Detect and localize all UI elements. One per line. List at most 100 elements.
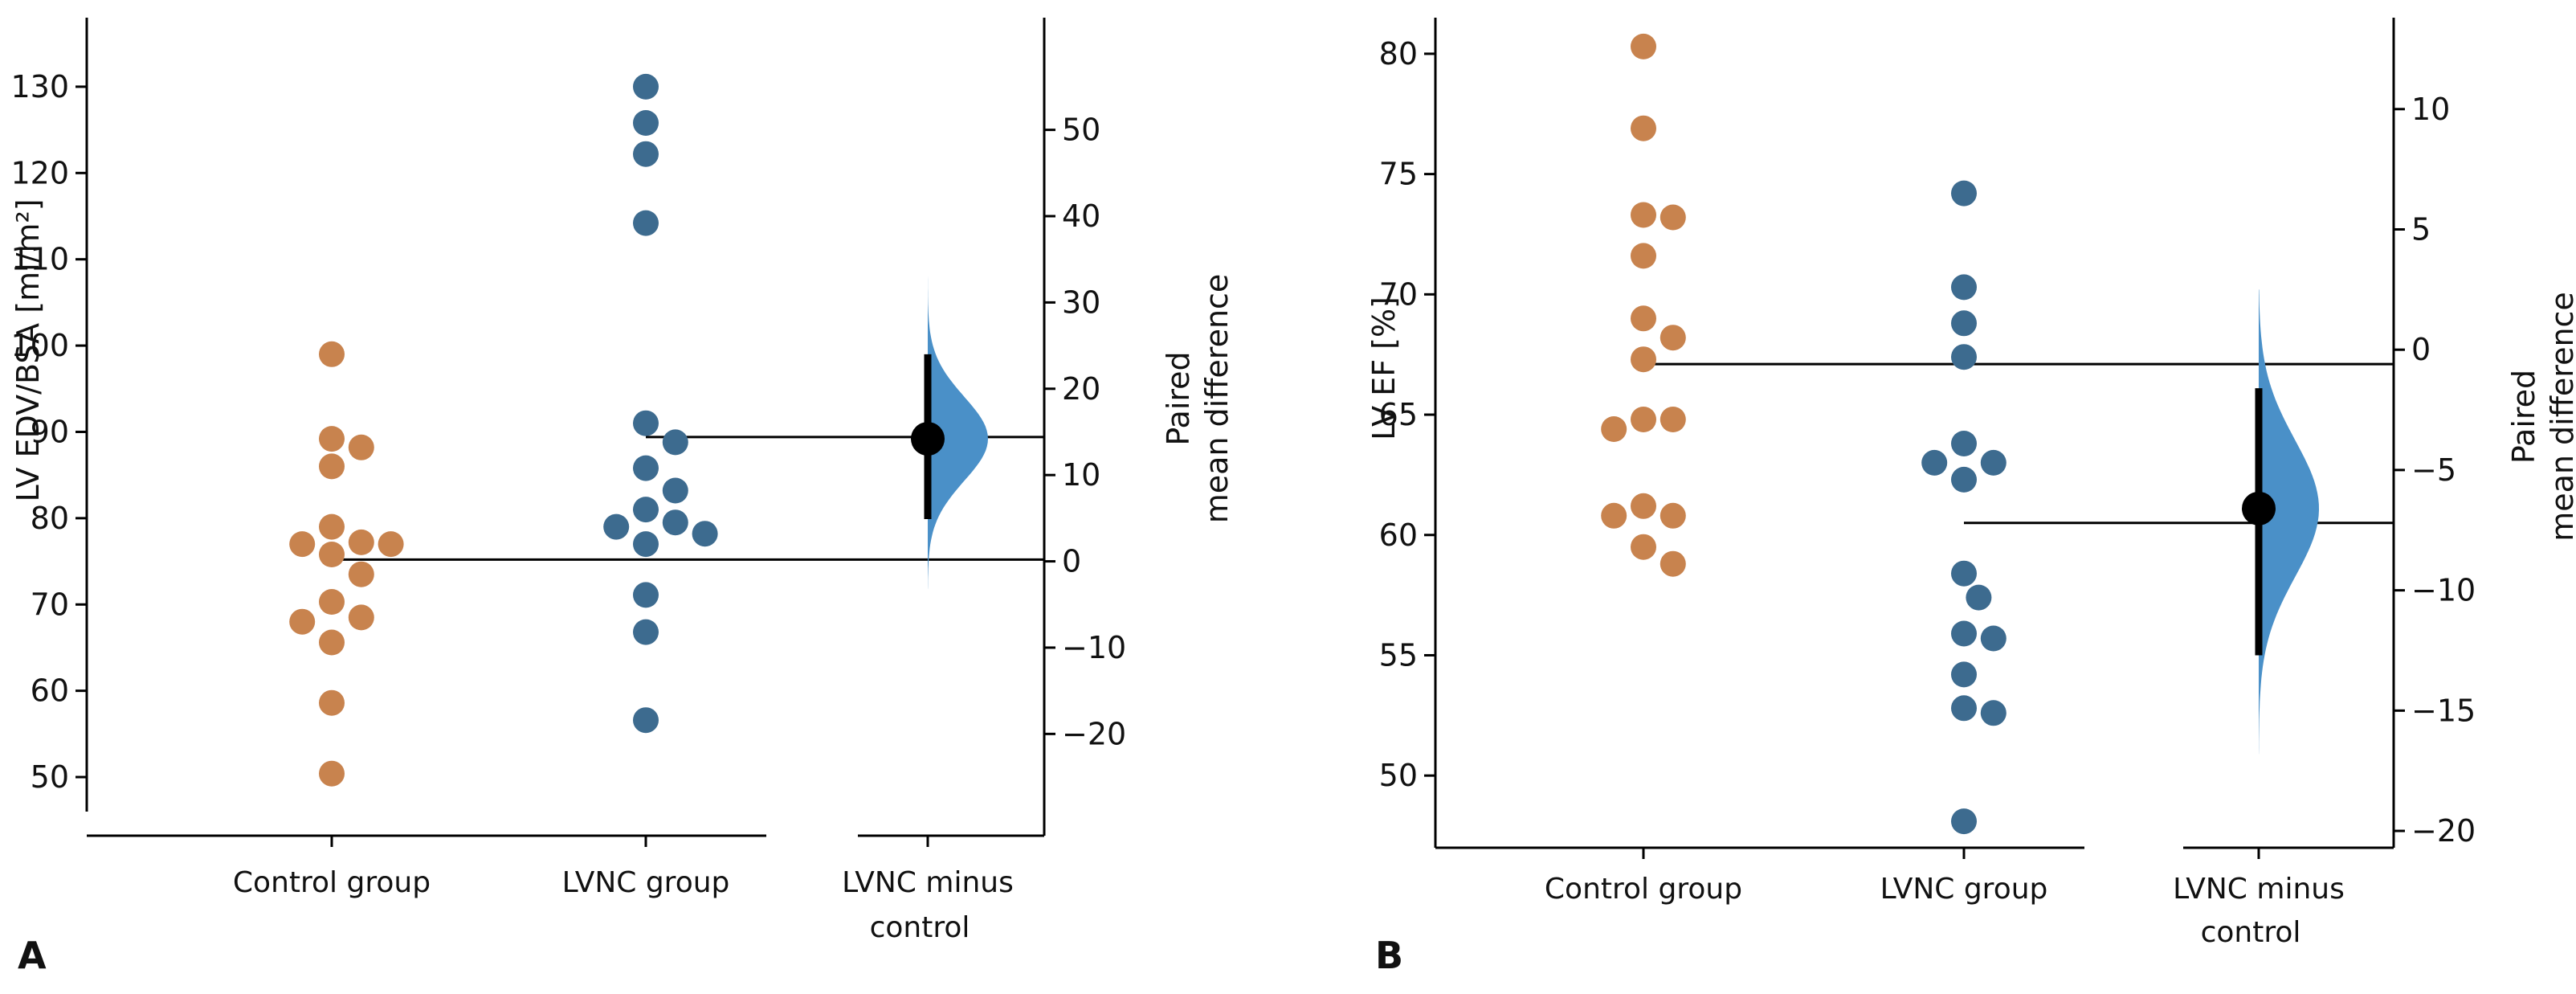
- panel-a-right-tick-label: 40: [1062, 198, 1100, 234]
- panel-a-lvnc-point: [662, 429, 688, 456]
- panel-a-contrast-label-line2: control: [870, 911, 970, 944]
- panel-a-diff-label-line1: Paired: [1161, 351, 1196, 445]
- panel-b-left-tick-label: 65: [1379, 397, 1418, 432]
- panel-a-lvnc-point: [662, 477, 688, 504]
- panel-a-control-point: [319, 760, 345, 787]
- panel-b-left-tick-label: 75: [1379, 157, 1418, 192]
- panel-b-lvnc-point: [1980, 449, 2007, 476]
- panel-b-diff-label-line1: Paired: [2506, 370, 2541, 464]
- panel-a-lvnc-point: [633, 141, 659, 167]
- panel-b-lvnc-point: [1951, 695, 1977, 722]
- panel-a-left-tick-label: 90: [31, 414, 69, 449]
- panel-b-lvnc-point: [1951, 274, 1977, 301]
- panel-a-control-point: [319, 542, 345, 567]
- panel-b-letter: B: [1375, 934, 1403, 977]
- panel-a-category-label: Control group: [233, 866, 431, 899]
- panel-b-right-tick-label: 5: [2411, 211, 2431, 247]
- panel-a-control-point: [319, 341, 345, 367]
- panel-b-right-tick-label: 10: [2411, 92, 2450, 127]
- panel-b-lvnc-point: [1951, 431, 1977, 456]
- panel-a-control-point: [348, 529, 374, 555]
- panel-b-lvnc-point: [1966, 584, 1992, 611]
- panel-a-left-tick-label: 80: [31, 501, 69, 536]
- panel-b-lvnc-point: [1951, 560, 1977, 587]
- panel-a-control-point: [378, 531, 404, 558]
- panel-a-control-point: [319, 589, 345, 615]
- panel-a-right-tick-label: 30: [1062, 284, 1100, 320]
- panel-a-lvnc-point: [633, 497, 659, 523]
- panel-a-left-tick-label: 60: [31, 673, 69, 709]
- panel-b-control-point: [1631, 33, 1656, 59]
- panel-a-lvnc-point: [633, 410, 659, 436]
- panel-a-control-point: [289, 608, 316, 635]
- panel-a-right-tick-label: 20: [1062, 371, 1100, 407]
- panel-a-control-point: [348, 561, 374, 587]
- panel-b-left-tick-label: 80: [1379, 36, 1418, 72]
- panel-a-diff-label-line2: mean difference: [1199, 274, 1235, 524]
- panel-a-left-tick-label: 120: [10, 155, 69, 190]
- panel-b-control-point: [1659, 325, 1686, 351]
- panel-a-left-tick-label: 70: [31, 587, 69, 622]
- panel-b-right-tick-label: −20: [2411, 813, 2476, 849]
- panel-b-lvnc-point: [1951, 466, 1977, 493]
- panel-a-lvnc-point: [692, 521, 718, 547]
- panel-a-control-point: [319, 689, 345, 716]
- panel-b-control-point: [1631, 243, 1656, 269]
- panel-a-category-label: LVNC group: [562, 866, 730, 899]
- panel-b-mean-difference-point: [2242, 491, 2276, 526]
- panel-b-control-point: [1631, 493, 1656, 519]
- panel-a-right-tick-label: −10: [1062, 630, 1126, 665]
- panel-b-left-tick-label: 50: [1379, 758, 1418, 793]
- panel-a-lvnc-point: [633, 619, 659, 645]
- panel-a-lvnc-point: [633, 707, 659, 734]
- panel-b-diff-label-line2: mean difference: [2545, 292, 2576, 542]
- panel-a-lvnc-point: [662, 509, 688, 536]
- panel-a-control-point: [319, 453, 345, 480]
- panel-b-control-point: [1601, 502, 1627, 529]
- panel-b-control-point: [1659, 502, 1686, 529]
- panel-b-right-tick-label: 0: [2411, 332, 2431, 367]
- panel-b-right-tick-label: −5: [2411, 452, 2456, 488]
- panel-b-category-label: LVNC group: [1880, 873, 2048, 906]
- panel-a-contrast-label-line1: LVNC minus: [842, 866, 1014, 899]
- panel-b-control-point: [1631, 305, 1656, 332]
- panel-a-right-tick-label: 0: [1062, 544, 1081, 579]
- panel-b-left-tick-label: 55: [1379, 637, 1418, 673]
- panel-b-control-point: [1631, 202, 1656, 228]
- panel-a-lvnc-point: [633, 110, 659, 136]
- panel-a-lvnc-point: [603, 513, 630, 540]
- panel-a-lvnc-point: [633, 455, 659, 481]
- panel-a-control-point: [319, 513, 345, 540]
- panel-b-lvnc-point: [1951, 808, 1977, 835]
- panel-b-control-point: [1601, 416, 1627, 442]
- panel-b-bootstrap-distribution: [2259, 289, 2319, 755]
- panel-b-control-point: [1631, 407, 1656, 432]
- panel-a-mean-difference-point: [911, 422, 945, 456]
- panel-a-right-tick-label: −20: [1062, 716, 1126, 751]
- panel-a-bootstrap-distribution: [928, 264, 988, 589]
- panel-b-control-point: [1659, 407, 1686, 432]
- panel-b-y-axis-label: LV EF [%]: [1366, 297, 1402, 440]
- panel-b-category-label: Control group: [1545, 873, 1742, 906]
- panel-a-y-axis-label: LV EDV/BSA [ml/m²]: [10, 198, 46, 501]
- panel-a-letter: A: [18, 934, 47, 977]
- panel-b-lvnc-point: [1951, 344, 1977, 370]
- panel-a-lvnc-point: [633, 582, 659, 608]
- panel-b-control-point: [1659, 204, 1686, 231]
- panel-a-left-tick-label: 100: [10, 328, 69, 363]
- panel-a-left-tick-label: 110: [10, 242, 69, 277]
- panel-b-lvnc-point: [1980, 625, 2007, 652]
- panel-b-contrast-label-line1: LVNC minus: [2173, 873, 2345, 906]
- panel-b-right-tick-label: −15: [2411, 693, 2476, 728]
- panel-a-right-tick-label: 50: [1062, 112, 1100, 148]
- panel-a-control-point: [319, 629, 345, 656]
- panel-b-control-point: [1631, 534, 1656, 560]
- panel-a-lvnc-point: [633, 531, 659, 558]
- panel-a-lvnc-point: [633, 210, 659, 236]
- panel-b-right-tick-label: −10: [2411, 573, 2476, 608]
- panel-b-lvnc-point: [1951, 310, 1977, 337]
- panel-b-left-tick-label: 70: [1379, 276, 1418, 312]
- panel-b-contrast-label-line2: control: [2201, 916, 2301, 949]
- panel-a-control-point: [319, 426, 345, 452]
